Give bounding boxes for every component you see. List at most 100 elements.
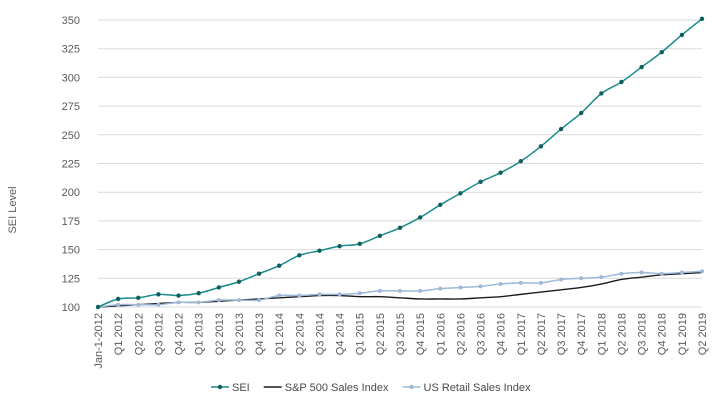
legend: SEI S&P 500 Sales Index US Retail Sales In… — [211, 382, 531, 394]
y-tick-label: 225 — [62, 159, 80, 171]
data-point — [236, 298, 241, 303]
y-tick-label: 300 — [62, 72, 80, 84]
data-point — [619, 79, 624, 85]
x-tick-label: Q2 2019 — [697, 313, 709, 355]
data-point — [438, 202, 443, 208]
data-point — [216, 298, 221, 303]
data-point — [679, 270, 684, 275]
x-tick-label: Q1 2012 — [113, 313, 125, 355]
legend-marker — [409, 384, 414, 390]
x-tick-label: Q2 2018 — [616, 313, 628, 355]
data-point — [619, 271, 624, 276]
data-point — [236, 279, 242, 284]
legend-label: US Retail Sales Index — [424, 382, 531, 394]
data-point — [558, 126, 564, 132]
data-point — [116, 302, 121, 307]
y-axis-title: SEI Level — [7, 186, 19, 233]
data-point — [377, 233, 383, 239]
x-tick-label: Q1 2013 — [194, 313, 206, 355]
data-point — [176, 293, 181, 298]
data-point — [337, 292, 342, 297]
x-tick-label: Q2 2014 — [294, 313, 306, 355]
x-tick-label: Q4 2012 — [174, 313, 186, 355]
x-tick-label: Q3 2018 — [637, 313, 649, 355]
series-line — [97, 18, 703, 308]
data-point — [518, 280, 523, 285]
x-tick-label: Q1 2017 — [516, 313, 528, 355]
data-point — [559, 277, 564, 282]
legend-item: SEI — [211, 382, 250, 394]
data-point — [216, 285, 221, 290]
y-tick-label: 200 — [62, 187, 80, 199]
data-point — [317, 292, 322, 297]
series-us-retail-sales-index — [96, 269, 704, 309]
gridlines — [98, 19, 702, 308]
data-point — [377, 288, 382, 293]
data-point — [115, 296, 121, 302]
x-tick-label: Q4 2018 — [657, 313, 669, 355]
y-tick-label: 350 — [62, 15, 80, 27]
y-tick-label: 325 — [62, 44, 80, 56]
data-point — [458, 285, 463, 290]
y-tick-label: 175 — [62, 216, 80, 228]
data-point — [579, 110, 584, 116]
data-point — [297, 253, 302, 258]
x-tick-label: Q1 2015 — [355, 313, 367, 355]
y-tick-label: 250 — [62, 130, 80, 142]
data-point — [136, 302, 141, 307]
y-tick-label: 275 — [62, 101, 80, 113]
data-point — [95, 304, 101, 310]
data-point — [498, 170, 503, 175]
data-point — [478, 284, 483, 289]
legend-label: S&P 500 Sales Index — [285, 382, 389, 394]
data-point — [397, 225, 403, 230]
x-tick-label: Q3 2016 — [476, 313, 488, 355]
data-point — [659, 271, 664, 276]
data-point — [398, 288, 402, 293]
series-sei — [95, 16, 705, 310]
data-point — [679, 32, 685, 38]
y-tick-label: 125 — [62, 273, 80, 285]
x-tick-label: Q3 2015 — [395, 313, 407, 355]
data-point — [136, 295, 141, 301]
y-tick-label: 150 — [62, 245, 80, 257]
data-point — [156, 292, 161, 297]
data-point — [277, 293, 282, 298]
x-tick-label: Q1 2018 — [596, 313, 608, 355]
data-point — [458, 191, 463, 196]
x-tick-label: Q3 2012 — [153, 313, 165, 355]
data-point — [599, 275, 604, 280]
legend-item: US Retail Sales Index — [402, 382, 531, 394]
x-tick-label: Q4 2013 — [254, 313, 266, 355]
x-tick-label: Q2 2012 — [133, 313, 145, 355]
x-tick-label: Q1 2019 — [677, 313, 689, 355]
x-tick-label: Jan-1-2012 — [93, 313, 105, 369]
data-point — [438, 286, 443, 291]
x-tick-label: Q4 2016 — [496, 313, 508, 355]
legend-label: SEI — [232, 382, 250, 394]
data-point — [196, 300, 201, 305]
x-tick-label: Q1 2016 — [435, 313, 447, 355]
data-point — [357, 291, 362, 296]
x-tick-label: Q4 2015 — [415, 313, 427, 355]
data-point — [538, 144, 544, 149]
data-point — [256, 271, 262, 276]
data-point — [518, 159, 523, 164]
x-tick-label: Q2 2017 — [536, 313, 548, 355]
x-tick-label: Q2 2016 — [455, 313, 467, 355]
x-tick-label: Q1 2014 — [274, 313, 286, 355]
x-tick-label: Q3 2013 — [234, 313, 246, 355]
x-tick-label: Q4 2014 — [335, 313, 347, 355]
x-tick-label: Q2 2013 — [214, 313, 226, 355]
data-point — [337, 243, 342, 249]
data-point — [317, 248, 322, 253]
data-point — [418, 288, 423, 293]
data-point — [579, 276, 584, 281]
x-tick-label: Q3 2014 — [314, 313, 326, 355]
data-point — [699, 16, 705, 22]
data-point — [639, 64, 644, 70]
legend-item: S&P 500 Sales Index — [263, 382, 389, 394]
data-point — [357, 241, 362, 247]
y-tick-label: 100 — [62, 302, 80, 314]
data-point — [176, 300, 181, 305]
